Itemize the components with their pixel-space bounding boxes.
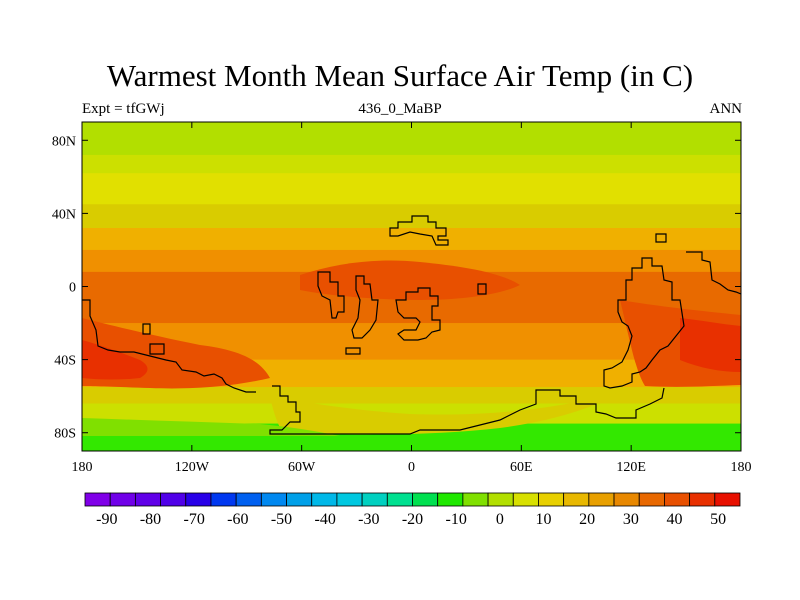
colorbar-swatch bbox=[638, 492, 665, 507]
colorbar-swatch bbox=[361, 492, 388, 507]
colorbar-swatch bbox=[437, 492, 464, 507]
colorbar-swatch bbox=[210, 492, 237, 507]
cool-region-antarctic bbox=[270, 392, 620, 435]
colorbar-swatch bbox=[84, 492, 111, 507]
lat-band-9 bbox=[82, 387, 741, 404]
colorbar-swatch bbox=[462, 492, 489, 507]
y-tick-label: 0 bbox=[69, 281, 76, 296]
colorbar: -90 -80 -70 -60 -50 -40 -30 -20 -10 0 10 20 30 40 50 bbox=[84, 492, 741, 528]
continent-outline-east bbox=[686, 251, 741, 295]
continent-outline-north bbox=[389, 215, 449, 246]
colorbar-swatch bbox=[185, 492, 212, 507]
island-outline-4 bbox=[655, 233, 667, 243]
continent-outline-center-block bbox=[395, 287, 441, 341]
colorbar-swatch bbox=[664, 492, 691, 507]
x-tick-label: 120W bbox=[175, 460, 210, 475]
colorbar-label: -20 bbox=[402, 511, 423, 528]
lat-band-4 bbox=[82, 228, 741, 251]
colorbar-swatch bbox=[311, 492, 338, 507]
warm-region-east-core bbox=[680, 318, 741, 372]
continent-outline-antarctica bbox=[269, 385, 665, 435]
colorbar-swatch bbox=[512, 492, 539, 507]
x-tick-label: 180 bbox=[72, 460, 93, 475]
lat-band-5 bbox=[82, 249, 741, 273]
colorbar-swatch bbox=[286, 492, 313, 507]
lat-band-1 bbox=[82, 154, 741, 174]
x-tick-label: 60E bbox=[510, 460, 533, 475]
colorbar-label: -50 bbox=[271, 511, 292, 528]
green-coast-south bbox=[82, 418, 340, 436]
colorbar-swatch bbox=[487, 492, 514, 507]
colorbar-label: -60 bbox=[227, 511, 248, 528]
colorbar-swatch bbox=[134, 492, 161, 507]
colorbar-swatch bbox=[160, 492, 187, 507]
colorbar-label: -10 bbox=[446, 511, 467, 528]
colorbar-label: 10 bbox=[536, 511, 552, 528]
x-tick-label: 120E bbox=[616, 460, 646, 475]
colorbar-label: -70 bbox=[184, 511, 205, 528]
axis-ticks: 80N 40N 0 40S 80S 180 120W 60W 0 60E 120E 180 bbox=[52, 122, 752, 475]
colorbar-label: 40 bbox=[667, 511, 683, 528]
colorbar-label: -80 bbox=[140, 511, 161, 528]
colorbar-swatch bbox=[588, 492, 615, 507]
colorbar-swatch bbox=[714, 492, 741, 507]
map-title: Warmest Month Mean Surface Air Temp (in … bbox=[106, 58, 694, 93]
colorbar-swatch bbox=[538, 492, 565, 507]
island-outline-3 bbox=[477, 283, 487, 295]
y-tick-label: 40N bbox=[52, 207, 76, 222]
y-tick-label: 80S bbox=[54, 427, 76, 442]
island-outline-5 bbox=[345, 347, 361, 355]
colorbar-swatch bbox=[563, 492, 590, 507]
x-tick-label: 180 bbox=[731, 460, 752, 475]
colorbar-swatch bbox=[613, 492, 640, 507]
colorbar-swatch bbox=[336, 492, 363, 507]
continent-outline-africa bbox=[317, 271, 345, 319]
continent-outline-west-coast bbox=[82, 299, 256, 393]
colorbar-swatch bbox=[412, 492, 439, 507]
colorbar-label: 50 bbox=[710, 511, 726, 528]
y-tick-label: 80N bbox=[52, 134, 76, 149]
colorbar-swatch bbox=[260, 492, 287, 507]
colorbar-label: 20 bbox=[579, 511, 595, 528]
colorbar-swatch bbox=[109, 492, 136, 507]
colorbar-swatch bbox=[689, 492, 716, 507]
season-label: ANN bbox=[709, 101, 743, 117]
colorbar-label: 0 bbox=[496, 511, 504, 528]
colorbar-label: 30 bbox=[623, 511, 639, 528]
x-tick-label: 60W bbox=[288, 460, 316, 475]
y-tick-label: 40S bbox=[54, 354, 76, 369]
warm-region-tropics bbox=[300, 260, 520, 300]
colorbar-label: -40 bbox=[315, 511, 336, 528]
temperature-field bbox=[82, 122, 741, 451]
lat-band-2 bbox=[82, 173, 741, 205]
warm-region-west-core bbox=[82, 340, 148, 380]
continent-outline-central bbox=[351, 275, 379, 339]
island-outline-2 bbox=[149, 343, 165, 355]
time-period-label: 436_0_MaBP bbox=[358, 101, 442, 117]
island-outline bbox=[142, 323, 151, 335]
colorbar-label: -90 bbox=[96, 511, 117, 528]
x-tick-label: 0 bbox=[408, 460, 415, 475]
colorbar-swatch bbox=[235, 492, 262, 507]
continent-outline-south-america bbox=[603, 257, 685, 389]
colorbar-label: -30 bbox=[358, 511, 379, 528]
experiment-label: Expt = tfGWj bbox=[82, 101, 165, 117]
colorbar-swatch bbox=[386, 492, 413, 507]
